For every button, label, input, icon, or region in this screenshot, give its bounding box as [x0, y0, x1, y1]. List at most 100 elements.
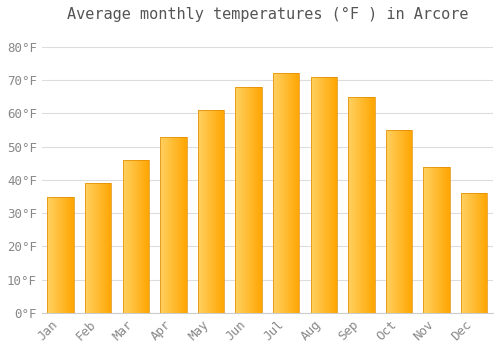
Bar: [370, 97, 371, 313]
Bar: [482, 193, 484, 313]
Bar: [366, 97, 367, 313]
Bar: [168, 136, 169, 313]
Bar: [411, 130, 412, 313]
Bar: [169, 136, 170, 313]
Bar: [277, 74, 278, 313]
Bar: [139, 160, 140, 313]
Bar: [357, 97, 358, 313]
Bar: [92, 183, 93, 313]
Bar: [240, 87, 241, 313]
Bar: [174, 136, 175, 313]
Bar: [59, 197, 60, 313]
Bar: [175, 136, 176, 313]
Bar: [315, 77, 316, 313]
Bar: [176, 136, 177, 313]
Bar: [291, 74, 292, 313]
Bar: [462, 193, 464, 313]
Bar: [486, 193, 487, 313]
Bar: [105, 183, 106, 313]
Bar: [361, 97, 362, 313]
Bar: [446, 167, 448, 313]
Bar: [123, 160, 124, 313]
Bar: [245, 87, 246, 313]
Bar: [310, 77, 312, 313]
Bar: [71, 197, 72, 313]
Bar: [168, 136, 170, 313]
Bar: [250, 87, 251, 313]
Bar: [330, 77, 331, 313]
Bar: [310, 77, 337, 313]
Bar: [101, 183, 102, 313]
Bar: [54, 197, 55, 313]
Bar: [429, 167, 430, 313]
Bar: [215, 110, 216, 313]
Bar: [260, 87, 261, 313]
Bar: [442, 167, 443, 313]
Bar: [127, 160, 128, 313]
Bar: [178, 136, 180, 313]
Bar: [64, 197, 65, 313]
Bar: [358, 97, 359, 313]
Bar: [214, 110, 216, 313]
Bar: [278, 74, 279, 313]
Bar: [299, 74, 300, 313]
Bar: [398, 130, 399, 313]
Bar: [424, 167, 425, 313]
Bar: [102, 183, 103, 313]
Bar: [72, 197, 74, 313]
Bar: [318, 77, 319, 313]
Bar: [359, 97, 360, 313]
Bar: [322, 77, 323, 313]
Bar: [181, 136, 182, 313]
Bar: [351, 97, 352, 313]
Bar: [424, 167, 450, 313]
Bar: [183, 136, 184, 313]
Bar: [372, 97, 373, 313]
Bar: [212, 110, 213, 313]
Bar: [200, 110, 201, 313]
Bar: [137, 160, 138, 313]
Bar: [91, 183, 92, 313]
Bar: [66, 197, 67, 313]
Bar: [386, 130, 412, 313]
Title: Average monthly temperatures (°F ) in Arcore: Average monthly temperatures (°F ) in Ar…: [66, 7, 468, 22]
Bar: [297, 74, 298, 313]
Bar: [298, 74, 299, 313]
Bar: [243, 87, 244, 313]
Bar: [296, 74, 297, 313]
Bar: [328, 77, 329, 313]
Bar: [86, 183, 87, 313]
Bar: [170, 136, 171, 313]
Bar: [104, 183, 105, 313]
Bar: [404, 130, 405, 313]
Bar: [363, 97, 364, 313]
Bar: [132, 160, 134, 313]
Bar: [401, 130, 402, 313]
Bar: [295, 74, 296, 313]
Bar: [62, 197, 63, 313]
Bar: [210, 110, 211, 313]
Bar: [273, 74, 299, 313]
Bar: [138, 160, 139, 313]
Bar: [445, 167, 446, 313]
Bar: [388, 130, 389, 313]
Bar: [52, 197, 54, 313]
Bar: [85, 183, 86, 313]
Bar: [477, 193, 478, 313]
Bar: [177, 136, 178, 313]
Bar: [449, 167, 450, 313]
Bar: [259, 87, 260, 313]
Bar: [185, 136, 186, 313]
Bar: [400, 130, 401, 313]
Bar: [330, 77, 332, 313]
Bar: [244, 87, 245, 313]
Bar: [324, 77, 325, 313]
Bar: [247, 87, 248, 313]
Bar: [373, 97, 374, 313]
Bar: [214, 110, 215, 313]
Bar: [237, 87, 238, 313]
Bar: [356, 97, 358, 313]
Bar: [246, 87, 247, 313]
Bar: [287, 74, 288, 313]
Bar: [111, 183, 112, 313]
